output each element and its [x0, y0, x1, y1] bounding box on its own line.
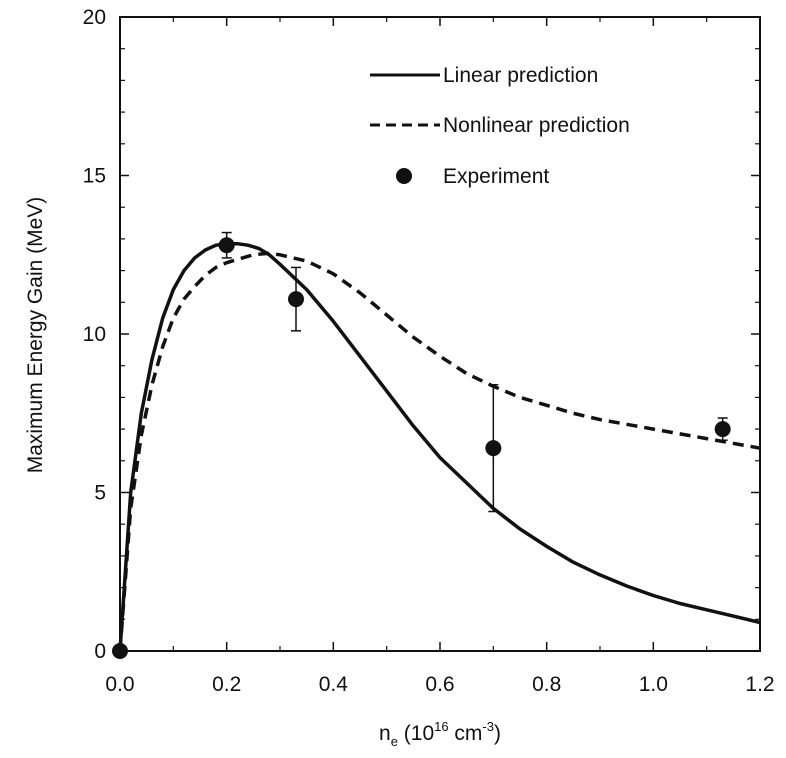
x-label-sup2: -3	[482, 719, 494, 734]
x-label-unit: cm	[449, 722, 483, 745]
legend-label-experiment: Experiment	[443, 165, 549, 188]
y-axis-label: Maximum Energy Gain (MeV)	[24, 197, 47, 474]
x-tick-label: 0.0	[105, 673, 134, 696]
legend-label-linear: Linear prediction	[443, 64, 598, 87]
x-label-base: n	[379, 722, 391, 745]
y-tick-label: 5	[94, 482, 106, 505]
y-tick-label: 10	[83, 323, 106, 346]
nonlinear-prediction-line	[118, 251, 761, 652]
x-tick-label: 0.2	[212, 673, 241, 696]
series-layer	[112, 231, 761, 659]
legend: Linear prediction Nonlinear prediction E…	[370, 64, 630, 188]
legend-label-nonlinear: Nonlinear prediction	[443, 114, 630, 137]
x-tick-label: 1.2	[745, 673, 774, 696]
linear-prediction-line	[118, 241, 761, 652]
axes: 0.0 0.2 0.4 0.6 0.8 1.0 1.2 0 5 10 15 20	[83, 6, 775, 696]
plot-frame	[119, 16, 761, 652]
x-axis-label: ne (1016 cm-3)	[379, 719, 501, 749]
experiment-point	[288, 291, 304, 308]
x-tick-label: 1.0	[639, 673, 668, 696]
x-tick-label: 0.8	[532, 673, 561, 696]
experiment-point	[112, 643, 128, 659]
x-label-sup1: 16	[434, 719, 448, 734]
y-tick-label: 20	[83, 6, 106, 29]
y-tick-label: 0	[94, 640, 106, 663]
x-label-close: )	[494, 722, 501, 745]
experiment-point	[714, 421, 731, 438]
y-tick-label: 15	[83, 165, 106, 188]
x-label-sub: e	[391, 734, 398, 749]
experiment-point	[485, 440, 502, 457]
x-label-open: (10	[398, 722, 434, 745]
x-tick-label: 0.4	[319, 673, 349, 696]
legend-marker-experiment	[396, 168, 412, 184]
x-tick-label: 0.6	[425, 673, 454, 696]
experiment-point	[218, 237, 235, 254]
